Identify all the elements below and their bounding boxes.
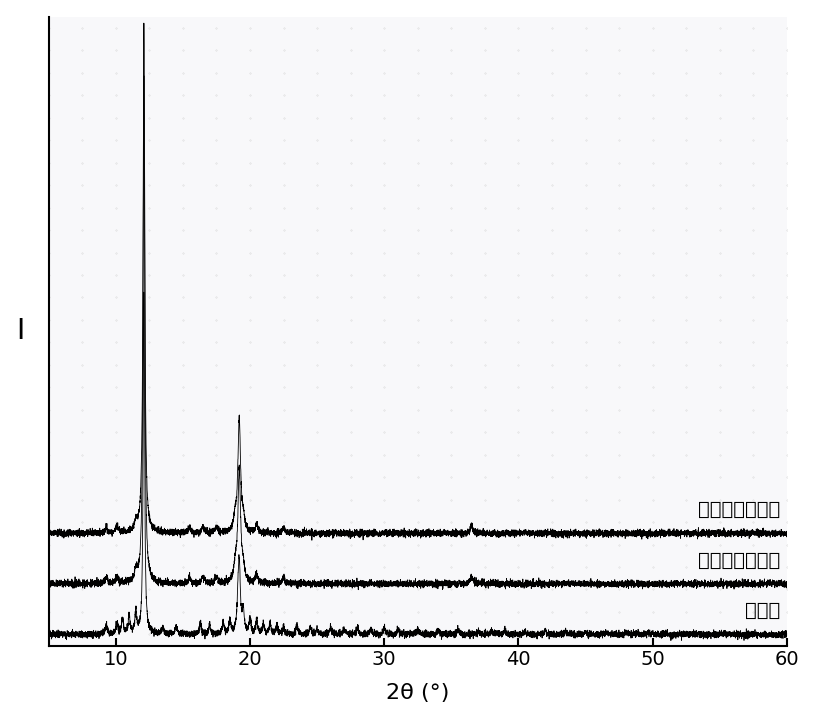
Text: 理论値: 理论値 [745, 601, 780, 621]
Text: 光催化后实验値: 光催化后实验値 [698, 500, 780, 519]
X-axis label: 2θ (°): 2θ (°) [386, 683, 450, 703]
Text: 光催化前实验値: 光催化前实验値 [698, 551, 780, 570]
Y-axis label: I: I [16, 317, 25, 345]
